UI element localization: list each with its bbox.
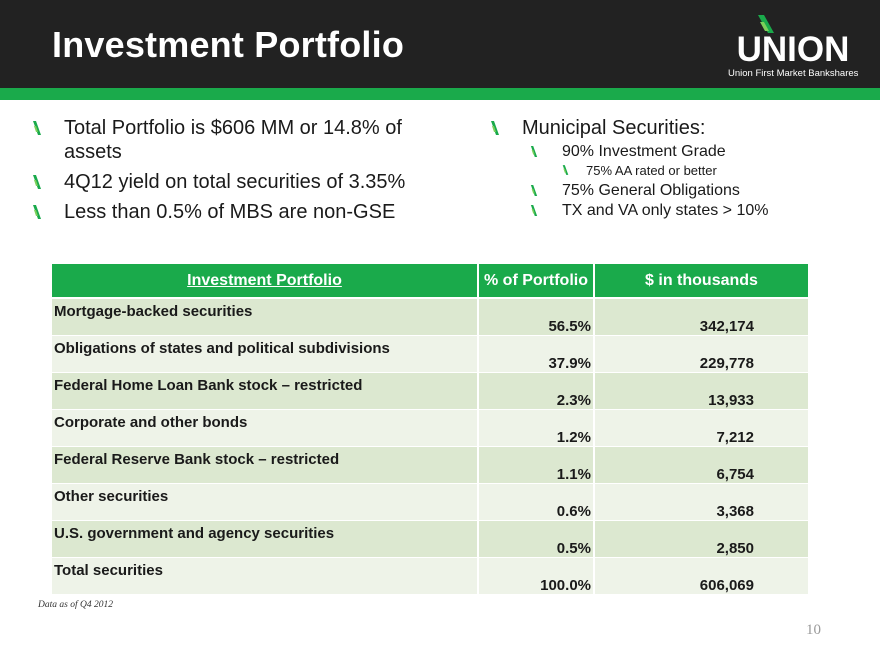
bullet-item: Less than 0.5% of MBS are non-GSE — [32, 200, 452, 224]
green-leaf-slash-icon — [33, 205, 41, 219]
page-title: Investment Portfolio — [52, 24, 405, 65]
union-leaf-logo-icon — [758, 15, 774, 33]
sub-bullet-item: 75% General Obligations — [530, 181, 850, 200]
sub-bullet-item: TX and VA only states > 10% — [530, 201, 850, 220]
bullet-text: TX and VA only states > 10% — [562, 202, 769, 219]
table-row: Obligations of states and political subd… — [52, 336, 808, 373]
green-leaf-slash-icon — [530, 146, 538, 157]
column-header: $ in thousands — [595, 264, 808, 299]
table-row: Federal Home Loan Bank stock – restricte… — [52, 373, 808, 410]
table-cell: 56.5% — [479, 299, 595, 336]
bullet-item: Municipal Securities: — [490, 116, 850, 140]
page-number: 10 — [806, 622, 821, 638]
bullet-text: 90% Investment Grade — [562, 143, 726, 160]
bullet-text: Total Portfolio is $606 MM or 14.8% of a… — [64, 117, 402, 163]
table-cell: Federal Reserve Bank stock – restricted — [52, 447, 479, 484]
table-cell: Obligations of states and political subd… — [52, 336, 479, 373]
sub-bullet-item: 90% Investment Grade — [530, 142, 850, 161]
green-leaf-slash-icon — [33, 121, 41, 135]
table-cell: 13,933 — [595, 373, 808, 410]
table-cell: 3,368 — [595, 484, 808, 521]
table-cell: 606,069 — [595, 558, 808, 595]
table-cell: Mortgage-backed securities — [52, 299, 479, 336]
column-header: % of Portfolio — [479, 264, 595, 299]
table-cell: 1.2% — [479, 410, 595, 447]
bullet-item: 4Q12 yield on total securities of 3.35% — [32, 170, 452, 194]
table-cell: Federal Home Loan Bank stock – restricte… — [52, 373, 479, 410]
table-cell: 0.5% — [479, 521, 595, 558]
green-leaf-slash-icon — [562, 165, 569, 175]
accent-bar — [0, 88, 880, 100]
table-cell: 2,850 — [595, 521, 808, 558]
table-cell: 6,754 — [595, 447, 808, 484]
table-cell: 7,212 — [595, 410, 808, 447]
table-cell: Corporate and other bonds — [52, 410, 479, 447]
table-row: Federal Reserve Bank stock – restricted … — [52, 447, 808, 484]
table-cell: 229,778 — [595, 336, 808, 373]
bullet-text: Less than 0.5% of MBS are non-GSE — [64, 201, 396, 223]
table-row: Other securities 0.6% 3,368 — [52, 484, 808, 521]
bullet-item: Total Portfolio is $606 MM or 14.8% of a… — [32, 116, 452, 164]
sub-sub-bullet-item: 75% AA rated or better — [562, 162, 850, 179]
table-row: U.S. government and agency securities 0.… — [52, 521, 808, 558]
table-row-total: Total securities 100.0% 606,069 — [52, 558, 808, 595]
header-bar: Investment Portfolio UNION Union First M… — [0, 0, 880, 88]
bullet-text: Municipal Securities: — [522, 117, 706, 139]
table-cell: 1.1% — [479, 447, 595, 484]
right-bullet-list: Municipal Securities: 90% Investment Gra… — [490, 116, 850, 221]
bullet-text: 75% General Obligations — [562, 182, 740, 199]
bullet-text: 4Q12 yield on total securities of 3.35% — [64, 171, 406, 193]
table-row: Mortgage-backed securities 56.5% 342,174 — [52, 299, 808, 336]
table-header-row: Investment Portfolio % of Portfolio $ in… — [52, 264, 808, 299]
union-logo: UNION Union First Market Bankshares — [728, 14, 858, 80]
table-cell: Other securities — [52, 484, 479, 521]
logo-subtitle: Union First Market Bankshares — [728, 68, 859, 79]
table-cell: Total securities — [52, 558, 479, 595]
green-leaf-slash-icon — [33, 175, 41, 189]
table-cell: U.S. government and agency securities — [52, 521, 479, 558]
table-row: Corporate and other bonds 1.2% 7,212 — [52, 410, 808, 447]
column-header: Investment Portfolio — [52, 264, 479, 299]
green-leaf-slash-icon — [491, 121, 499, 135]
footnote: Data as of Q4 2012 — [38, 600, 113, 610]
table-cell: 0.6% — [479, 484, 595, 521]
logo-word: UNION — [736, 30, 850, 69]
green-leaf-slash-icon — [530, 185, 538, 196]
table-cell: 2.3% — [479, 373, 595, 410]
investment-portfolio-table: Investment Portfolio % of Portfolio $ in… — [52, 264, 808, 595]
table-cell: 37.9% — [479, 336, 595, 373]
table-cell: 100.0% — [479, 558, 595, 595]
green-leaf-slash-icon — [530, 205, 538, 216]
table-cell: 342,174 — [595, 299, 808, 336]
left-bullet-list: Total Portfolio is $606 MM or 14.8% of a… — [32, 116, 452, 230]
bullet-text: 75% AA rated or better — [586, 163, 717, 178]
